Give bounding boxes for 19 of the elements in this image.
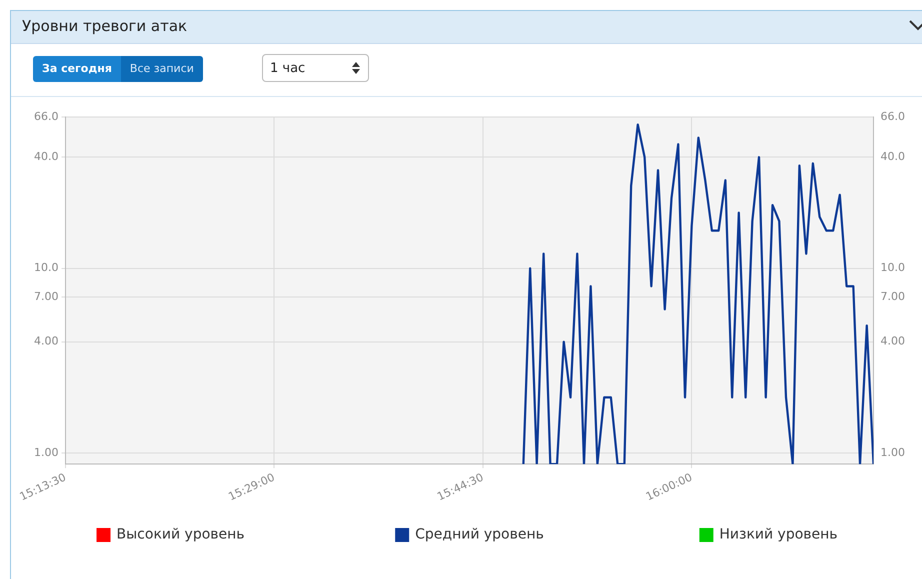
y-tick-label: 1.00 [34,446,58,459]
legend-label: Высокий уровень [116,526,245,543]
legend-label: Средний уровень [415,526,544,543]
text: Все записи [120,56,203,82]
text: 1.00 [880,446,906,459]
text: 7.00 [880,290,906,303]
text: 40.0 [880,150,906,164]
text: 66.0 [880,110,906,123]
chart-title: Уровни тревоги атак [22,17,188,35]
text: 4.00 [880,334,906,348]
y-tick-label: 7.00 [34,290,58,303]
y-tick-label: 40.0 [34,150,58,164]
y-tick-label: 4.00 [34,334,58,348]
y-tick-label: 66.0 [34,110,58,123]
legend-label: Низкий уровень [719,526,838,543]
text: 10.0 [880,261,906,274]
y-tick-label: 10.0 [34,261,58,274]
text: За сегодня [33,56,121,82]
text: 1 час [270,61,306,76]
